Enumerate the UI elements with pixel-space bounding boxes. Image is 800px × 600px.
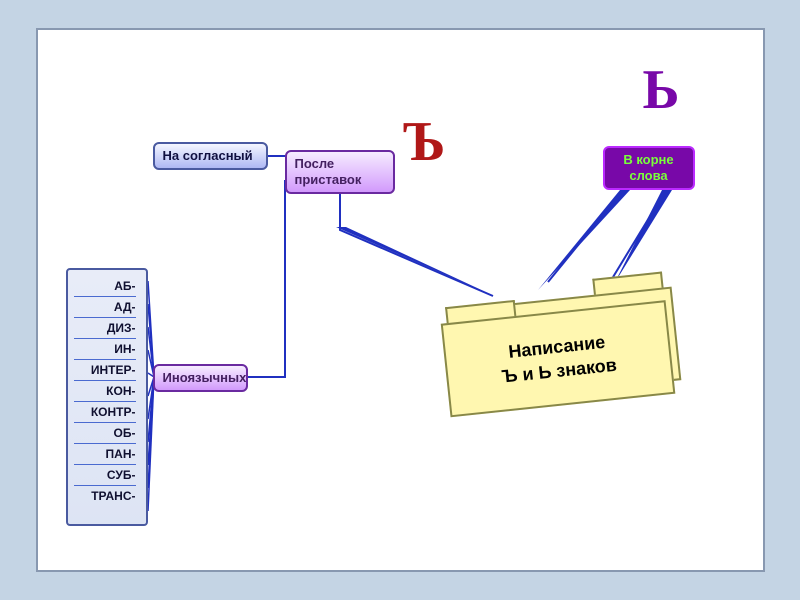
node-consonant: На согласный	[153, 142, 268, 170]
prefix-item: ДИЗ-	[74, 318, 136, 339]
prefix-item: ИН-	[74, 339, 136, 360]
node-root: В корнеслова	[603, 146, 695, 190]
prefix-item: ИНТЕР-	[74, 360, 136, 381]
prefix-item: ТРАНС-	[74, 486, 136, 506]
prefix-item: ОБ-	[74, 423, 136, 444]
prefix-item: КОНТР-	[74, 402, 136, 423]
prefix-item: КОН-	[74, 381, 136, 402]
prefix-item: ПАН-	[74, 444, 136, 465]
prefix-item: АД-	[74, 297, 136, 318]
soft-sign-letter: Ь	[643, 58, 680, 122]
node-foreign: Иноязычных	[153, 364, 248, 392]
prefix-item: СУБ-	[74, 465, 136, 486]
node-after-prefix: Послеприставок	[285, 150, 395, 194]
prefix-item: АБ-	[74, 276, 136, 297]
hard-sign-letter: Ъ	[403, 110, 446, 174]
folder-central: НаписаниеЪ и Ь знаков	[439, 285, 671, 414]
diagram-canvas: Ъ Ь На согласный Послеприставок В корнес…	[36, 28, 765, 572]
prefix-list: АБ-АД-ДИЗ-ИН-ИНТЕР-КОН-КОНТР-ОБ-ПАН-СУБ-…	[66, 268, 148, 526]
folder-title: НаписаниеЪ и Ь знаков	[498, 329, 618, 389]
